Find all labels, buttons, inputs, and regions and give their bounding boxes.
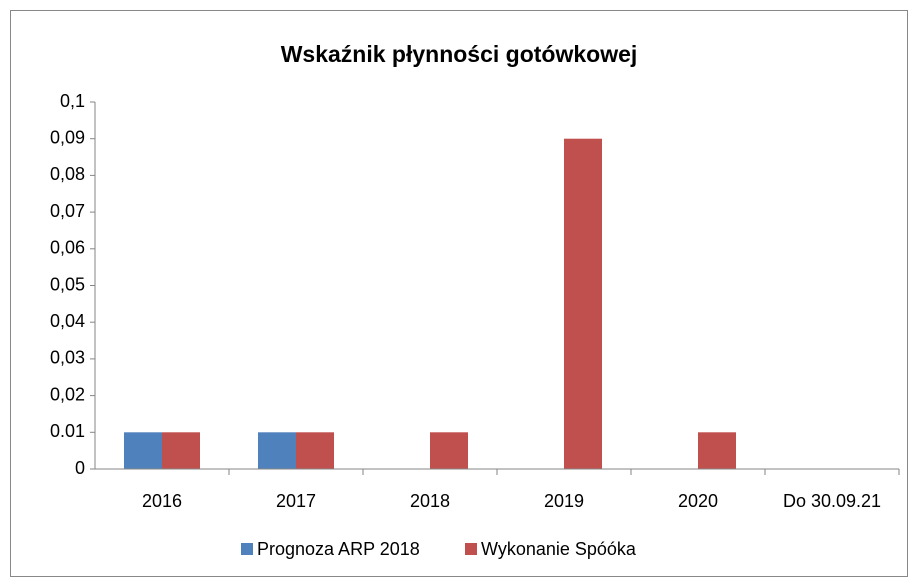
y-tick-label: 0,02 — [50, 384, 85, 404]
legend-swatch — [465, 543, 477, 555]
bar — [698, 432, 736, 469]
legend-label: Prognoza ARP 2018 — [257, 539, 420, 559]
y-tick-label: 0,06 — [50, 238, 85, 258]
y-tick-label: 0,1 — [60, 91, 85, 111]
y-tick-label: 0,05 — [50, 274, 85, 294]
x-tick-label: 2017 — [276, 491, 316, 511]
chart-frame — [10, 10, 908, 577]
y-tick-label: 0 — [75, 458, 85, 478]
bar — [564, 138, 602, 469]
legend-label: Wykonanie Spóóka — [481, 539, 637, 559]
y-tick-label: 0,07 — [50, 201, 85, 221]
x-tick-label: 2016 — [142, 491, 182, 511]
legend-swatch — [241, 543, 253, 555]
y-tick-label: 0,04 — [50, 311, 85, 331]
y-tick-label: 0,03 — [50, 348, 85, 368]
x-tick-label: Do 30.09.21 — [783, 491, 881, 511]
bar — [124, 432, 162, 469]
bar — [430, 432, 468, 469]
x-tick-label: 2020 — [678, 491, 718, 511]
bar — [258, 432, 296, 469]
y-tick-label: 0,08 — [50, 164, 85, 184]
x-tick-label: 2018 — [410, 491, 450, 511]
bar — [296, 432, 334, 469]
chart-title: Wskaźnik płynności gotówkowej — [281, 41, 638, 67]
y-tick-label: 0,09 — [50, 127, 85, 147]
x-tick-label: 2019 — [544, 491, 584, 511]
bar — [162, 432, 200, 469]
y-tick-label: 0.01 — [50, 421, 85, 441]
